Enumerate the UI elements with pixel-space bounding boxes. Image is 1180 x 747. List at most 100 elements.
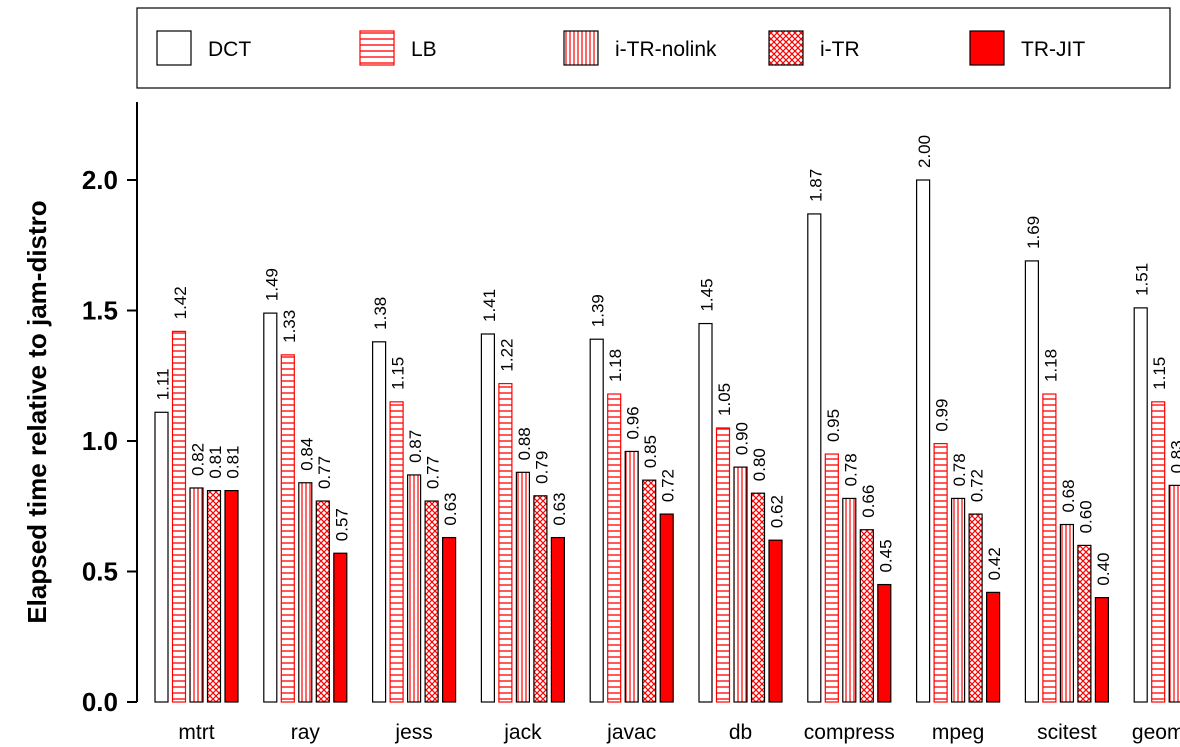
y-axis-label: Elapsed time relative to jam-distro bbox=[22, 200, 52, 623]
data-label: 1.87 bbox=[806, 169, 825, 202]
bar bbox=[659, 513, 674, 703]
data-label: 0.63 bbox=[550, 492, 569, 525]
bar bbox=[750, 492, 766, 703]
y-tick-label: 1.5 bbox=[82, 296, 118, 326]
bar bbox=[1094, 596, 1110, 703]
bar bbox=[624, 450, 639, 703]
data-label: 1.33 bbox=[280, 310, 299, 343]
data-label: 0.60 bbox=[1076, 500, 1095, 533]
bar bbox=[1151, 401, 1166, 703]
data-label: 0.82 bbox=[189, 443, 208, 476]
data-label: 0.81 bbox=[224, 445, 243, 478]
legend-swatch bbox=[563, 30, 599, 66]
bar bbox=[807, 213, 822, 703]
legend-swatch bbox=[156, 30, 192, 66]
bar bbox=[315, 500, 330, 703]
bar bbox=[442, 536, 457, 703]
data-label: 1.69 bbox=[1024, 216, 1043, 249]
legend-item: i-TR bbox=[768, 30, 860, 66]
bar bbox=[698, 322, 713, 703]
bar-group: 1.69 1.18 0.680.60 0.40 bbox=[1024, 216, 1113, 703]
bars: 1.111.420.820.810.811.491.330.840.770.57… bbox=[154, 135, 1180, 703]
data-label: 0.78 bbox=[841, 453, 860, 486]
bar bbox=[607, 393, 622, 703]
data-label: 0.78 bbox=[950, 453, 969, 486]
data-label: 0.96 bbox=[624, 406, 643, 439]
bar bbox=[950, 497, 966, 703]
bar bbox=[859, 529, 874, 703]
data-label: 0.72 bbox=[968, 469, 987, 502]
bar bbox=[1024, 260, 1040, 703]
bar bbox=[1077, 544, 1092, 703]
data-label: 0.68 bbox=[1059, 479, 1078, 512]
bar bbox=[933, 443, 948, 703]
data-label: 0.72 bbox=[659, 469, 678, 502]
x-tick-label: db bbox=[729, 721, 752, 744]
bar bbox=[263, 312, 278, 703]
bar bbox=[333, 552, 348, 703]
bar bbox=[298, 482, 313, 703]
x-tick-label: compress bbox=[804, 721, 895, 744]
data-label: 0.87 bbox=[406, 430, 425, 463]
data-label: 0.42 bbox=[985, 547, 1004, 580]
bar bbox=[224, 489, 239, 703]
legend-item: LB bbox=[359, 30, 437, 66]
data-label: 1.05 bbox=[715, 383, 734, 416]
y-tick-label: 2.0 bbox=[82, 165, 118, 195]
data-label: 0.62 bbox=[768, 495, 787, 528]
legend-item: TR-JIT bbox=[969, 30, 1085, 66]
x-tick-label: mpeg bbox=[932, 721, 985, 744]
data-label: 0.99 bbox=[933, 399, 952, 432]
bar bbox=[550, 536, 566, 703]
data-label: 0.85 bbox=[641, 435, 660, 468]
data-label: 1.45 bbox=[698, 278, 717, 311]
bar bbox=[1168, 484, 1180, 703]
bar bbox=[498, 382, 513, 703]
legend: DCT LB i-TR-nolink i-TR TR-JIT bbox=[136, 7, 1171, 89]
bar-group: 1.45 1.05 0.900.80 0.62 bbox=[698, 278, 787, 703]
legend-swatch bbox=[969, 30, 1005, 66]
data-label: 1.15 bbox=[389, 357, 408, 390]
data-label: 1.18 bbox=[1041, 349, 1060, 382]
y-tick-label: 1.0 bbox=[82, 426, 118, 456]
bar bbox=[968, 513, 983, 703]
x-tick-label: scitest bbox=[1037, 721, 1097, 744]
data-label: 2.00 bbox=[915, 135, 934, 168]
bar bbox=[589, 338, 604, 703]
y-tick-label: 0.5 bbox=[82, 557, 118, 587]
data-label: 0.77 bbox=[424, 456, 443, 489]
bar bbox=[1059, 523, 1075, 703]
bar bbox=[154, 411, 169, 703]
data-label: 1.18 bbox=[606, 349, 625, 382]
bar bbox=[480, 333, 495, 703]
bar bbox=[877, 583, 892, 703]
data-label: 0.40 bbox=[1094, 553, 1113, 586]
data-label: 0.81 bbox=[206, 445, 225, 478]
bar bbox=[372, 341, 387, 703]
bar bbox=[407, 474, 422, 703]
x-tick-label: geomean bbox=[1132, 721, 1180, 744]
data-label: 0.95 bbox=[824, 409, 843, 442]
bar-group: 1.39 1.18 0.960.850.72 bbox=[589, 294, 678, 703]
x-tick-label: ray bbox=[291, 721, 321, 744]
data-label: 1.42 bbox=[171, 286, 190, 319]
bar bbox=[280, 354, 295, 703]
bar bbox=[985, 591, 1001, 703]
data-label: 0.66 bbox=[859, 485, 878, 518]
data-label: 0.88 bbox=[515, 427, 534, 460]
data-label: 0.79 bbox=[532, 451, 551, 484]
data-label: 1.22 bbox=[497, 338, 516, 371]
bar bbox=[515, 471, 531, 703]
legend-item: i-TR-nolink bbox=[563, 30, 717, 66]
legend-label: i-TR bbox=[820, 38, 860, 61]
legend-swatch bbox=[359, 30, 395, 66]
bar bbox=[1133, 307, 1148, 703]
bar bbox=[533, 495, 548, 703]
legend-label: LB bbox=[411, 38, 437, 61]
legend-label: i-TR-nolink bbox=[615, 38, 717, 61]
data-label: 1.51 bbox=[1133, 263, 1152, 296]
data-label: 1.38 bbox=[371, 297, 390, 330]
data-label: 0.80 bbox=[750, 448, 769, 481]
data-label: 0.45 bbox=[876, 539, 895, 572]
